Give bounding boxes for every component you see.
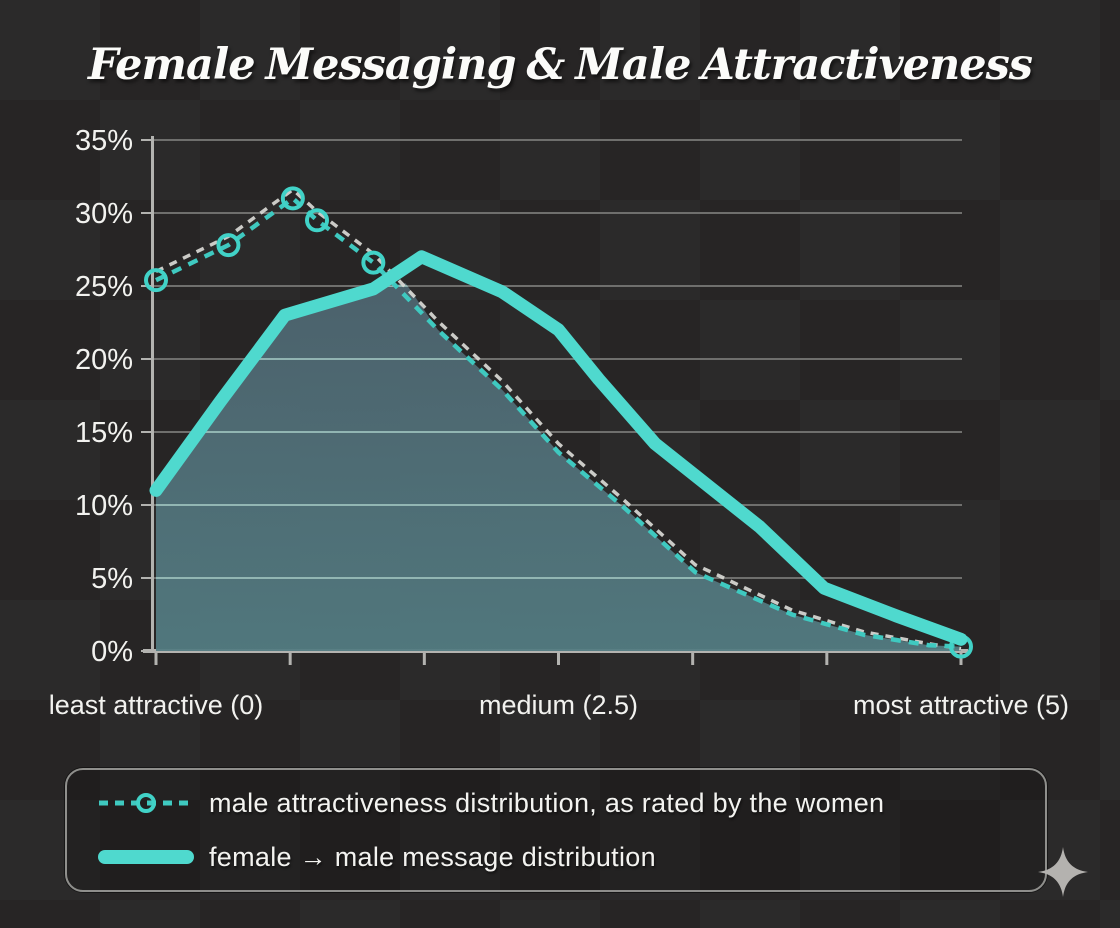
legend-label-attractiveness: male attractiveness distribution, as rat… bbox=[209, 787, 885, 818]
svg-text:15%: 15% bbox=[75, 417, 133, 449]
chart-title: Female Messaging & Male Attractiveness bbox=[87, 40, 1033, 90]
dashed-line-with-marker-key-icon bbox=[99, 793, 193, 813]
svg-text:30%: 30% bbox=[75, 198, 133, 230]
area-fill-overlap bbox=[156, 283, 961, 651]
svg-text:0%: 0% bbox=[91, 636, 133, 668]
sparkle-icon bbox=[1038, 847, 1088, 897]
x-axis-labels: least attractive (0) medium (2.5) most att… bbox=[49, 690, 1069, 720]
svg-text:35%: 35% bbox=[75, 125, 133, 157]
legend-item-attractiveness: male attractiveness distribution, as rat… bbox=[67, 788, 1045, 819]
svg-text:10%: 10% bbox=[75, 490, 133, 522]
svg-text:least attractive (0): least attractive (0) bbox=[49, 690, 264, 720]
solid-line-key-icon bbox=[98, 850, 194, 864]
legend-label-messages: female → male message distribution bbox=[209, 841, 656, 872]
svg-text:5%: 5% bbox=[91, 563, 133, 595]
legend-item-messages: female → male message distribution bbox=[67, 842, 1045, 873]
svg-text:20%: 20% bbox=[75, 344, 133, 376]
series-messages-solid bbox=[149, 250, 968, 646]
series-attractiveness-markers bbox=[144, 186, 973, 659]
legend: male attractiveness distribution, as rat… bbox=[65, 768, 1047, 892]
svg-text:medium (2.5): medium (2.5) bbox=[479, 690, 638, 720]
y-axis-labels: 35% 30% 25% 20% 15% 10% 5% 0% bbox=[75, 125, 133, 668]
svg-text:25%: 25% bbox=[75, 271, 133, 303]
svg-text:most attractive (5): most attractive (5) bbox=[853, 690, 1069, 720]
